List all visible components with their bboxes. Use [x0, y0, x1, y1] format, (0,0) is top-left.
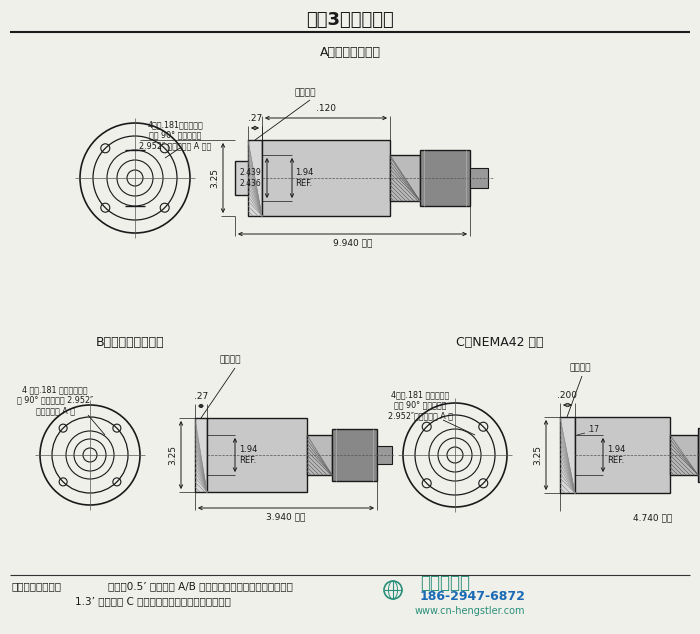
Text: .120: .120 [316, 104, 336, 113]
Bar [307, 435, 332, 475]
Text: 186-2947-6872: 186-2947-6872 [420, 590, 526, 604]
Bar [262, 140, 390, 216]
Text: 1.3’ 最大，从 C 安装表面测量在连接器内的长度。: 1.3’ 最大，从 C 安装表面测量在连接器内的长度。 [75, 596, 231, 606]
Text: A：带导向的法兰: A：带导向的法兰 [319, 46, 381, 58]
Text: www.cn-hengstler.com: www.cn-hengstler.com [414, 606, 525, 616]
Text: 3.25: 3.25 [169, 445, 178, 465]
Text: 4 孔，.181 直径，相等间
隔 90° 均匀分布在 2.952″
中心间距的 A 上: 4 孔，.181 直径，相等间 隔 90° 均匀分布在 2.952″ 中心间距的… [17, 385, 93, 415]
Bar [377, 446, 392, 464]
Text: 1.94
REF.: 1.94 REF. [295, 168, 313, 188]
Bar [560, 417, 575, 493]
Bar [420, 150, 470, 206]
Text: 4.740 最大: 4.740 最大 [634, 514, 673, 522]
Text: 典型：0.5’ 最大，从 A/B 安装表面测量在连接器内的长度。: 典型：0.5’ 最大，从 A/B 安装表面测量在连接器内的长度。 [108, 581, 293, 591]
Text: 9.940 最大: 9.940 最大 [332, 238, 372, 247]
Text: C：NEMA42 法兰: C：NEMA42 法兰 [456, 335, 544, 349]
Text: .27: .27 [194, 392, 208, 401]
Text: 3.940 最大: 3.940 最大 [266, 512, 306, 522]
Bar [235, 161, 248, 195]
Text: .17: .17 [587, 425, 599, 434]
Text: 4孔，.181 直径，相等
间隔 90° 均匀分布在
2.952″中心间距的 A 上: 4孔，.181 直径，相等 间隔 90° 均匀分布在 2.952″中心间距的 A… [388, 390, 452, 420]
Text: 1.94
REF.: 1.94 REF. [239, 445, 257, 465]
Text: 安装表面: 安装表面 [569, 363, 591, 373]
Text: .200: .200 [557, 391, 578, 400]
Text: 2.439
2.436: 2.439 2.436 [239, 168, 261, 188]
Text: 3.25: 3.25 [211, 168, 220, 188]
Text: 西安德伍拓: 西安德伍拓 [420, 574, 470, 592]
Bar [332, 429, 377, 481]
Text: B：不带导向的法兰: B：不带导向的法兰 [96, 335, 164, 349]
Text: 3.25: 3.25 [533, 445, 542, 465]
Bar [470, 168, 488, 188]
Text: 安装表面: 安装表面 [219, 356, 241, 365]
Text: 1.94
REF.: 1.94 REF. [607, 445, 625, 465]
Text: 相匹配的轴长度：: 相匹配的轴长度： [12, 581, 62, 591]
Text: .27: .27 [248, 114, 262, 123]
Text: 代码3：机械参数: 代码3：机械参数 [306, 11, 394, 29]
Bar [390, 155, 420, 201]
Bar [207, 418, 307, 492]
Bar [195, 418, 207, 492]
Bar [698, 428, 700, 482]
Text: 安装表面: 安装表面 [294, 89, 316, 98]
Bar [248, 140, 262, 216]
Text: 4孔，.181直径，相等
间隔 90° 均匀分布在
2.952″ 中心间距的 A 上。: 4孔，.181直径，相等 间隔 90° 均匀分布在 2.952″ 中心间距的 A… [139, 120, 211, 150]
Bar [575, 417, 670, 493]
Bar [670, 435, 698, 475]
